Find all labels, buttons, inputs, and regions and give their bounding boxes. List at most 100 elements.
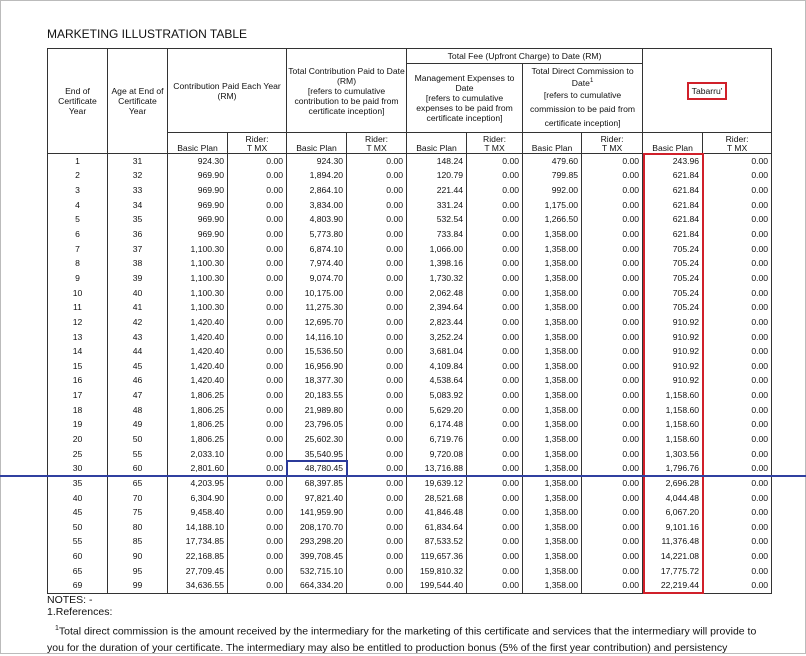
- table-cell: 0.00: [226, 402, 288, 418]
- table-cell: 80: [107, 520, 168, 535]
- table-cell: 0.00: [466, 227, 524, 242]
- table-cell: 0.00: [466, 402, 524, 418]
- table-cell: 34,636.55: [167, 578, 228, 595]
- table-cell: 0.00: [702, 563, 773, 579]
- table-cell: 0.00: [581, 490, 644, 506]
- table-cell: 0.00: [226, 446, 288, 462]
- table-cell: 6,719.76: [406, 432, 468, 447]
- table-cell: 0.00: [702, 344, 773, 359]
- table-cell: 0.00: [581, 358, 644, 374]
- table-cell: 0.00: [346, 256, 408, 272]
- header-text: Total Direct Commission to Date: [531, 66, 634, 88]
- table-cell: 0.00: [346, 490, 408, 506]
- notes-paragraph: 1Total direct commission is the amount r…: [47, 621, 767, 656]
- table-cell: 0.00: [226, 212, 288, 228]
- table-cell: 1,420.40: [167, 358, 228, 374]
- table-cell: 8: [47, 256, 108, 272]
- table-cell: 0.00: [226, 373, 288, 389]
- table-row: 2 32 969.90 0.00 1,894.20 0.00 120.79 0.00 799.8…: [47, 168, 773, 184]
- table-cell: 1,358.00: [522, 505, 583, 521]
- header-text: Age at End of Certificate Year: [111, 86, 164, 116]
- table-cell: 0.00: [466, 183, 524, 198]
- table-cell: 9,074.70: [286, 271, 348, 286]
- table-cell: 0.00: [226, 271, 288, 286]
- table-cell: 2,062.48: [406, 285, 468, 301]
- table-cell: 0.00: [702, 578, 773, 595]
- table-cell: 1,358.00: [522, 388, 583, 403]
- table-cell: 0.00: [466, 197, 524, 213]
- table-cell: 1,420.40: [167, 344, 228, 359]
- table-cell: 0.00: [346, 315, 408, 330]
- table-row: 14 44 1,420.40 0.00 15,536.50 0.00 3,681.04 0.0…: [47, 344, 773, 359]
- table-cell: 0.00: [466, 505, 524, 521]
- table-cell: 7,974.40: [286, 256, 348, 272]
- table-cell: 47: [107, 388, 168, 403]
- table-cell: 18,377.30: [286, 373, 348, 389]
- table-cell: 4,803.90: [286, 212, 348, 228]
- table-cell: 97,821.40: [286, 490, 348, 506]
- table-cell: 532,715.10: [286, 563, 348, 579]
- table-cell: 20,183.55: [286, 388, 348, 403]
- table-cell: 4,109.84: [406, 358, 468, 374]
- table-cell: 0.00: [466, 490, 524, 506]
- table-cell: 0.00: [702, 476, 773, 491]
- table-cell: 141,959.90: [286, 505, 348, 521]
- table-cell: 1,730.32: [406, 271, 468, 286]
- table-cell: 19: [47, 417, 108, 433]
- table-cell: 33: [107, 183, 168, 198]
- table-cell: 0.00: [581, 271, 644, 286]
- table-row: 65 95 27,709.45 0.00 532,715.10 0.00 159,810.3…: [47, 563, 773, 579]
- table-cell: 0.00: [346, 358, 408, 374]
- header-text: End of Certificate Year: [58, 86, 97, 116]
- table-cell: 1,358.00: [522, 358, 583, 374]
- table-cell: 664,334.20: [286, 578, 348, 595]
- table-cell: 0.00: [581, 520, 644, 535]
- table-cell: 11,275.30: [286, 300, 348, 316]
- table-cell: 14,116.10: [286, 329, 348, 345]
- table-cell: 13,716.88: [406, 461, 468, 477]
- table-cell: 38: [107, 256, 168, 272]
- table-row: 16 46 1,420.40 0.00 18,377.30 0.00 4,538.64 0.0…: [47, 373, 773, 389]
- table-cell: 68,397.85: [286, 476, 348, 491]
- table-cell: 1,420.40: [167, 315, 228, 330]
- table-cell: 1,100.30: [167, 241, 228, 257]
- table-cell: 969.90: [167, 197, 228, 213]
- table-cell: 0.00: [226, 534, 288, 550]
- table-row: 15 45 1,420.40 0.00 16,956.90 0.00 4,109.84 0.0…: [47, 358, 773, 374]
- table-cell: 55: [47, 534, 108, 550]
- table-cell: 969.90: [167, 227, 228, 242]
- table-cell: 0.00: [226, 256, 288, 272]
- table-cell: 25,602.30: [286, 432, 348, 447]
- table-cell: 87,533.52: [406, 534, 468, 550]
- table-row: 35 65 4,203.95 0.00 68,397.85 0.00 19,639.12 0.…: [47, 476, 773, 491]
- table-cell: 0.00: [466, 344, 524, 359]
- table-cell: 1,358.00: [522, 402, 583, 418]
- table-cell: 11: [47, 300, 108, 316]
- table-cell: 0.00: [346, 344, 408, 359]
- table-cell: 9,458.40: [167, 505, 228, 521]
- table-cell: 0.00: [702, 505, 773, 521]
- table-cell: 799.85: [522, 168, 583, 184]
- table-row: 20 50 1,806.25 0.00 25,602.30 0.00 6,719.76 0.0…: [47, 432, 773, 447]
- table-cell: 0.00: [702, 300, 773, 316]
- table-cell: 969.90: [167, 168, 228, 184]
- table-cell: 15: [47, 358, 108, 374]
- table-row: 45 75 9,458.40 0.00 141,959.90 0.00 41,846.48 0…: [47, 505, 773, 521]
- table-cell: 3,681.04: [406, 344, 468, 359]
- table-cell: 1,100.30: [167, 271, 228, 286]
- table-cell: 0.00: [581, 183, 644, 198]
- table-cell: 14,188.10: [167, 520, 228, 535]
- header-note: [refers to cumulative expenses to be pai…: [416, 93, 513, 123]
- table-cell: 0.00: [702, 417, 773, 433]
- table-cell: 14: [47, 344, 108, 359]
- table-row: 4 34 969.90 0.00 3,834.00 0.00 331.24 0.00 1,175…: [47, 197, 773, 213]
- table-cell: 0.00: [466, 315, 524, 330]
- table-cell: 60: [107, 461, 168, 477]
- table-cell: 0.00: [226, 241, 288, 257]
- table-cell: 2,033.10: [167, 446, 228, 462]
- table-cell: 0.00: [466, 563, 524, 579]
- table-cell: 0.00: [702, 153, 773, 169]
- table-cell: 1,398.16: [406, 256, 468, 272]
- table-row: 55 85 17,734.85 0.00 293,298.20 0.00 87,533.52…: [47, 534, 773, 550]
